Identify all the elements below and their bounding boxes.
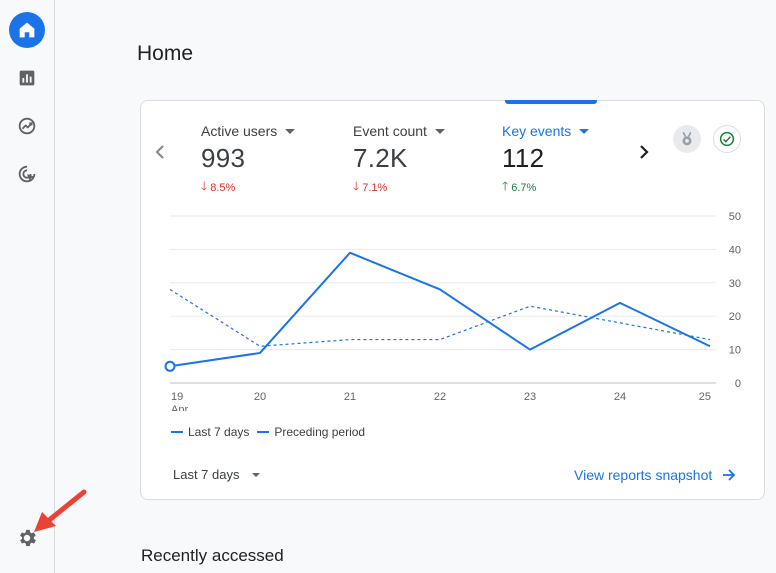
legend-label: Last 7 days (188, 425, 250, 439)
check-circle-icon (719, 131, 735, 147)
bar-chart-icon (19, 70, 35, 86)
x-tick-label: 21 (344, 391, 356, 403)
recently-accessed-heading: Recently accessed (141, 546, 284, 565)
arrow-up-icon: 🡑 (502, 179, 509, 193)
metric-value: 7.2K (353, 143, 408, 173)
x-tick-label: 24 (614, 391, 626, 403)
caret-down-icon (434, 128, 445, 134)
data-point-marker (164, 360, 176, 372)
y-tick-label: 0 (735, 378, 741, 390)
metric-label-dropdown[interactable]: Event count (353, 123, 445, 139)
chevron-left-icon (155, 145, 164, 159)
legend-solid-swatch (171, 431, 183, 433)
page-title: Home (137, 42, 194, 65)
arrow-down-icon: 🡓 (353, 179, 360, 193)
metric-change: 🡓 7.1% (353, 177, 445, 198)
caret-down-icon (579, 128, 590, 134)
nav-advertising-button[interactable] (9, 156, 45, 192)
arrow-right-icon (723, 469, 736, 481)
metric-change-value: 6.7% (511, 181, 537, 194)
metric-label-dropdown[interactable]: Key events (502, 123, 590, 139)
prev-metric-button[interactable] (150, 141, 170, 163)
metric-label: Event count (353, 123, 427, 139)
explore-trend-icon (18, 117, 36, 135)
legend-dashed-swatch (257, 431, 270, 433)
overview-card: Active users 993 🡓 8.5% Event count 7.2K… (140, 100, 765, 500)
metric-change-value: 8.5% (210, 181, 236, 194)
chevron-right-icon (640, 145, 649, 159)
target-cursor-icon (18, 165, 36, 183)
caret-down-icon (285, 128, 296, 134)
metric-label: Active users (201, 123, 278, 139)
y-tick-label: 40 (729, 244, 741, 256)
annotation-arrow (34, 489, 87, 532)
y-tick-label: 30 (729, 278, 741, 290)
left-nav-rail (0, 0, 55, 573)
metric-change: 🡓 8.5% (201, 177, 295, 198)
metric-value: 112 (502, 143, 545, 173)
nav-home-button[interactable] (9, 12, 45, 48)
nav-reports-button[interactable] (9, 60, 45, 96)
medal-icon (682, 131, 692, 146)
next-metric-button[interactable] (634, 141, 654, 163)
nav-explore-button[interactable] (9, 108, 45, 144)
series-line-last-7-days (169, 251, 711, 368)
legend-item-preceding-period: Preceding period (257, 425, 365, 439)
insights-badge-button[interactable] (673, 125, 701, 153)
metric-label-dropdown[interactable]: Active users (201, 123, 296, 139)
settings-button[interactable] (14, 525, 40, 551)
metric-label: Key events (502, 123, 572, 139)
y-tick-label: 10 (729, 345, 741, 357)
series-line-preceding-period (169, 288, 711, 347)
metric-change: 🡑 6.7% (502, 177, 589, 198)
date-range-label: Last 7 days (173, 467, 240, 482)
x-tick-sublabel: Apr (171, 404, 188, 411)
selected-tab-indicator (505, 100, 597, 104)
arrow-down-icon: 🡓 (201, 179, 208, 193)
metric-change-value: 7.1% (362, 181, 388, 194)
x-tick-label: 25 (699, 391, 711, 403)
metric-value: 993 (201, 143, 246, 173)
x-tick-label: 23 (524, 391, 536, 403)
home-icon (19, 22, 35, 38)
line-chart: 0 10 20 30 40 50 19 20 21 22 23 24 25 Apr (164, 211, 741, 411)
x-tick-label: 19 (171, 391, 183, 403)
metric-key-events[interactable]: Key events 112 🡑 6.7% (502, 123, 590, 198)
date-range-dropdown[interactable]: Last 7 days (173, 467, 260, 482)
metric-event-count[interactable]: Event count 7.2K 🡓 7.1% (353, 123, 445, 198)
status-check-button[interactable] (713, 125, 741, 153)
legend-label: Preceding period (274, 425, 366, 439)
y-tick-label: 20 (729, 311, 741, 323)
x-tick-label: 20 (254, 391, 266, 403)
y-tick-label: 50 (729, 211, 741, 223)
view-link-label: View reports snapshot (574, 467, 713, 483)
view-reports-snapshot-link[interactable]: View reports snapshot (574, 467, 736, 483)
metric-active-users[interactable]: Active users 993 🡓 8.5% (201, 123, 296, 198)
gear-icon (20, 529, 36, 547)
chart-legend: Last 7 days Preceding period (171, 425, 373, 439)
x-tick-label: 22 (434, 391, 446, 403)
caret-down-icon (251, 472, 260, 477)
legend-item-last-7-days: Last 7 days (171, 425, 249, 439)
